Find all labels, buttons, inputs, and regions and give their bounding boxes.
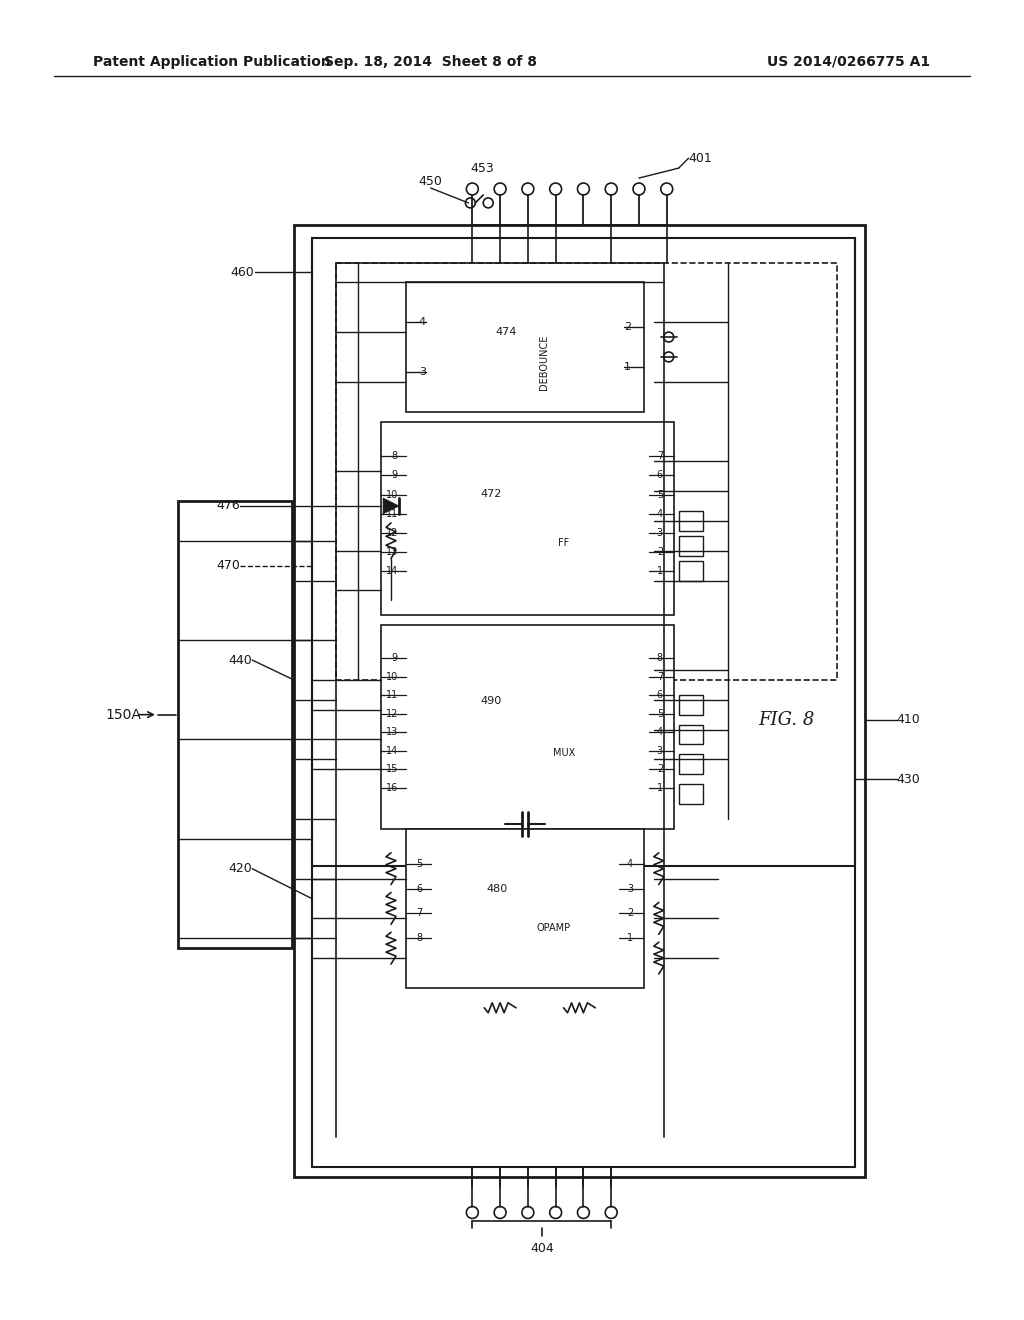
Text: 15: 15 [386, 764, 398, 774]
Text: 3: 3 [656, 528, 663, 539]
Text: 4: 4 [656, 727, 663, 737]
Text: 16: 16 [386, 783, 398, 792]
Text: 9: 9 [392, 470, 398, 480]
Text: OPAMP: OPAMP [537, 923, 570, 933]
Text: 10: 10 [386, 490, 398, 500]
Text: 6: 6 [656, 470, 663, 480]
Text: 5: 5 [656, 709, 664, 718]
Bar [311, 238, 855, 866]
Text: 2: 2 [624, 322, 631, 333]
Bar [178, 502, 292, 948]
Text: 4: 4 [627, 859, 633, 869]
Text: 474: 474 [496, 327, 517, 337]
Text: 14: 14 [386, 746, 398, 755]
Text: 460: 460 [230, 265, 254, 279]
Text: 472: 472 [480, 488, 502, 499]
Bar [679, 511, 703, 531]
Polygon shape [383, 498, 399, 513]
Bar [406, 640, 649, 814]
Text: 5: 5 [417, 859, 423, 869]
Text: 7: 7 [656, 451, 664, 461]
Text: MUX: MUX [553, 748, 574, 758]
Text: 450: 450 [419, 174, 442, 187]
Bar [431, 297, 620, 397]
Text: 6: 6 [417, 883, 423, 894]
Text: 1: 1 [656, 783, 663, 792]
Text: 404: 404 [529, 1242, 554, 1255]
Text: Patent Application Publication: Patent Application Publication [93, 55, 331, 69]
Text: 1: 1 [656, 566, 663, 577]
Text: 9: 9 [392, 653, 398, 663]
Text: 8: 8 [417, 933, 423, 944]
Text: DEBOUNCE: DEBOUNCE [539, 334, 549, 389]
Bar [406, 282, 644, 412]
Text: 8: 8 [656, 653, 663, 663]
Text: 11: 11 [386, 690, 398, 700]
Bar [406, 829, 644, 987]
Text: 490: 490 [480, 696, 502, 706]
Text: 401: 401 [688, 152, 713, 165]
Text: 4: 4 [656, 508, 663, 519]
Text: 8: 8 [392, 451, 398, 461]
Bar [679, 755, 703, 775]
Text: 480: 480 [486, 884, 507, 894]
Bar [679, 784, 703, 804]
Text: 470: 470 [216, 560, 241, 572]
Text: 13: 13 [386, 727, 398, 737]
Text: 12: 12 [386, 709, 398, 718]
Text: 476: 476 [216, 499, 241, 512]
Bar [406, 437, 649, 601]
Text: 2: 2 [656, 764, 664, 774]
Text: US 2014/0266775 A1: US 2014/0266775 A1 [767, 55, 931, 69]
Text: 11: 11 [386, 508, 398, 519]
Text: 13: 13 [386, 546, 398, 557]
Text: 6: 6 [656, 690, 663, 700]
Bar [679, 536, 703, 556]
Bar [337, 263, 838, 680]
Text: 3: 3 [656, 746, 663, 755]
Text: 410: 410 [897, 713, 921, 726]
Text: 7: 7 [417, 908, 423, 919]
Text: 430: 430 [897, 772, 921, 785]
Text: 453: 453 [470, 161, 495, 174]
Text: 2: 2 [627, 908, 633, 919]
Text: 12: 12 [386, 528, 398, 539]
Text: 1: 1 [624, 362, 631, 372]
Text: 4: 4 [419, 317, 426, 327]
Text: FF: FF [558, 539, 569, 548]
Text: 10: 10 [386, 672, 398, 681]
Text: 440: 440 [228, 653, 252, 667]
Text: 14: 14 [386, 566, 398, 577]
Text: 5: 5 [656, 490, 664, 500]
Bar [381, 421, 674, 615]
Text: 1: 1 [627, 933, 633, 944]
Text: 7: 7 [656, 672, 664, 681]
Bar [381, 626, 674, 829]
Text: 2: 2 [656, 546, 664, 557]
Bar [679, 725, 703, 744]
Bar [679, 561, 703, 581]
Text: 150A: 150A [105, 708, 141, 722]
Bar [431, 843, 620, 973]
Bar [679, 694, 703, 714]
Bar [294, 224, 865, 1176]
Text: 3: 3 [627, 883, 633, 894]
Text: 3: 3 [419, 367, 426, 376]
Text: Sep. 18, 2014  Sheet 8 of 8: Sep. 18, 2014 Sheet 8 of 8 [325, 55, 538, 69]
Text: FIG. 8: FIG. 8 [758, 710, 814, 729]
Text: 420: 420 [228, 862, 252, 875]
